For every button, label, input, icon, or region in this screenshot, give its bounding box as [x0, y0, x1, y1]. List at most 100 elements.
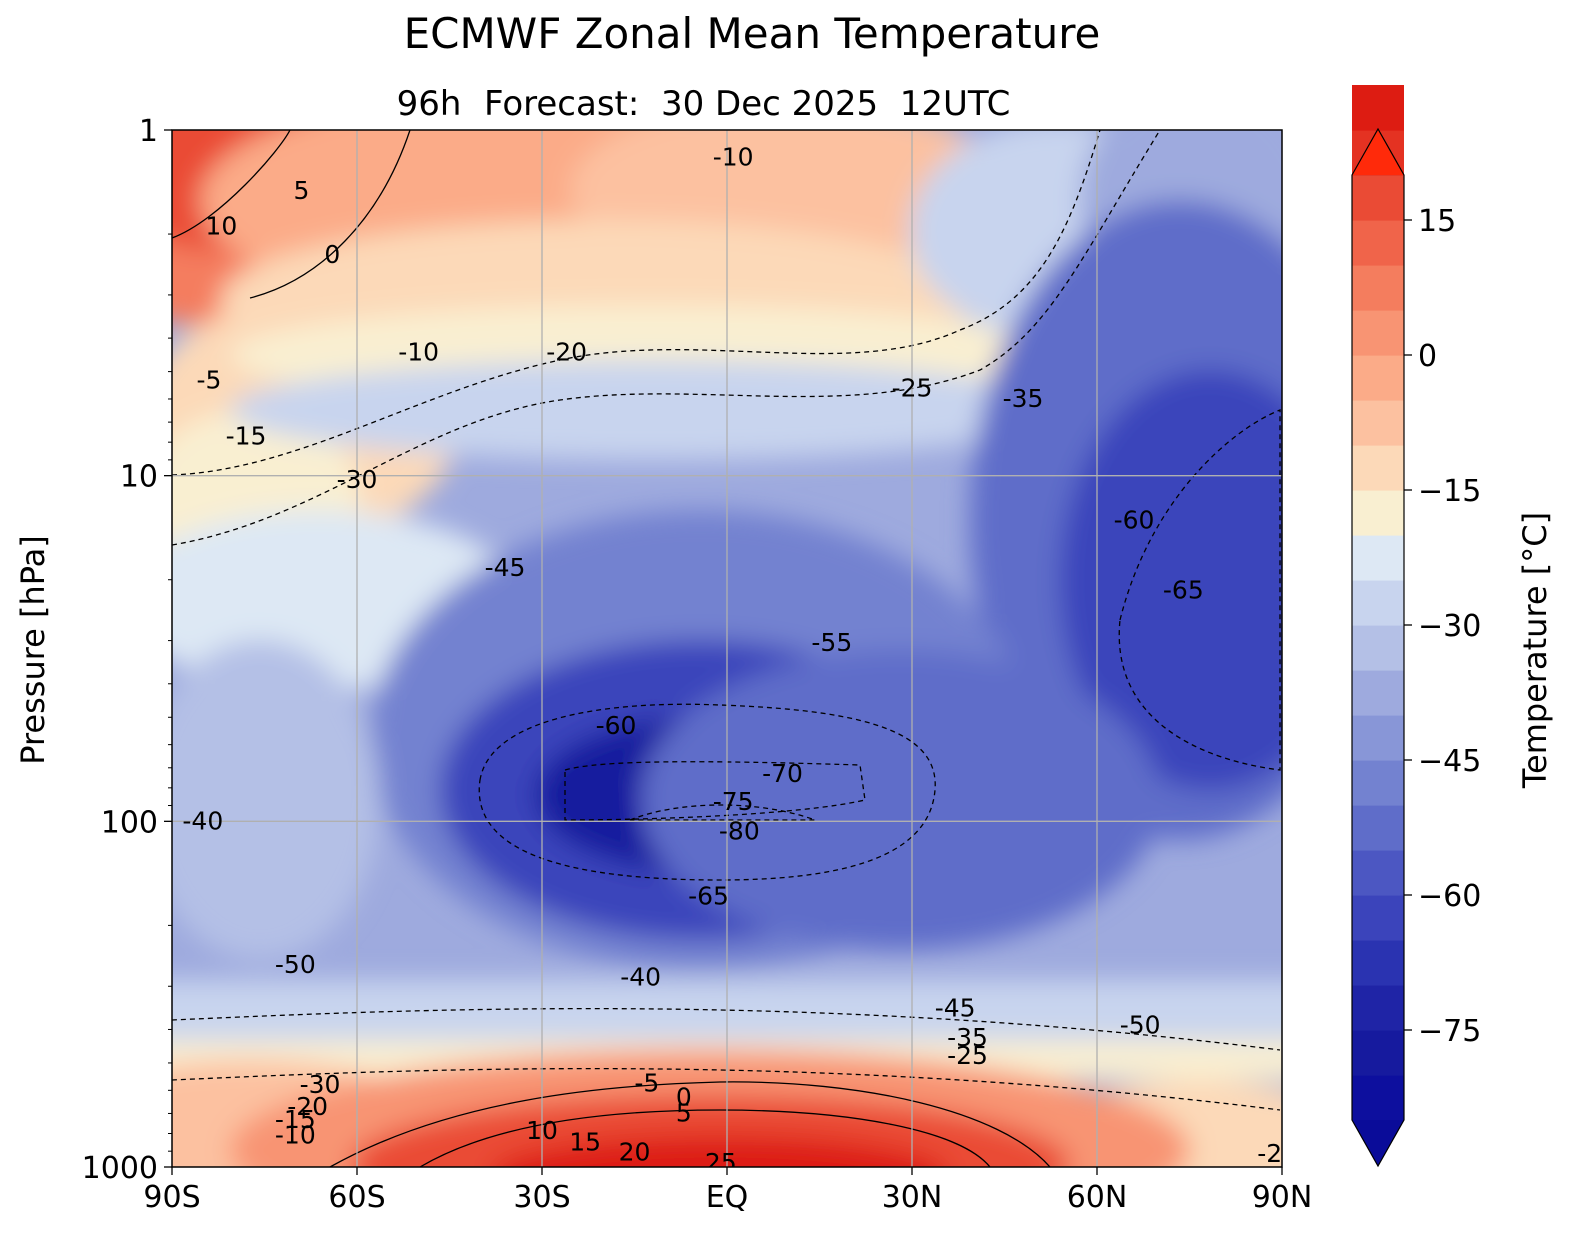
contour-label: -65 [688, 882, 729, 911]
chart-title: ECMWF Zonal Mean Temperature [404, 9, 1101, 58]
contour-line [564, 761, 866, 821]
contour-label: -50 [275, 950, 316, 979]
contour-line [1118, 409, 1281, 771]
colorbar-segment [1352, 580, 1404, 626]
y-tick-label: 1000 [82, 1151, 158, 1186]
chart-subtitle-lead-time: 96h [397, 84, 462, 124]
x-axis: 90S 60S 30S EQ 30N 60N 90N [143, 1167, 1312, 1215]
contour-label: -30 [337, 465, 378, 494]
colorbar-segment [1352, 355, 1404, 401]
y-axis: 1 10 100 1000 [82, 114, 172, 1186]
contour-label: -50 [1120, 1011, 1161, 1040]
contour-label: -30 [300, 1070, 341, 1099]
contour-label: 10 [526, 1116, 558, 1145]
contour-label: -20 [546, 337, 587, 366]
y-tick-label: 1 [139, 114, 158, 149]
x-tick-label: 30N [882, 1180, 943, 1215]
colorbar-tick-label: −15 [1418, 474, 1481, 509]
contour-line [172, 1067, 1281, 1111]
colorbar-tick-label: −30 [1418, 609, 1481, 644]
contour-label: -10 [713, 142, 754, 171]
colorbar-segment [1352, 940, 1404, 986]
colorbar-segment [1352, 535, 1404, 581]
contour-label: -35 [947, 1023, 988, 1052]
chart-subtitle-forecast: Forecast: 30 Dec 2025 12UTC [484, 84, 1010, 124]
contour-label: 25 [705, 1148, 737, 1177]
colorbar-segment [1352, 715, 1404, 761]
colorbar-segment [1352, 175, 1404, 221]
colorbar-segment [1352, 490, 1404, 536]
colorbar-label: Temperature [°C] [1516, 512, 1554, 789]
contour-line [172, 130, 291, 239]
contour-label: -25 [947, 1041, 988, 1070]
contour-label: -5 [634, 1068, 659, 1097]
field-blob [494, 1135, 946, 1167]
contour-label: -60 [1114, 506, 1155, 535]
contour-label: -40 [182, 806, 223, 835]
contour-label: -60 [596, 711, 637, 740]
contour-lines [172, 130, 1281, 1167]
y-tick-label: 10 [120, 460, 158, 495]
contour-label: -2 [1257, 1139, 1282, 1168]
colorbar-tick-label: 15 [1418, 204, 1456, 239]
colorbar-outline [1351, 127, 1405, 1168]
contour-line [172, 1007, 1281, 1051]
x-tick-label: 60S [328, 1180, 385, 1215]
contour-label: -15 [275, 1105, 316, 1134]
contour-label: -80 [719, 816, 760, 845]
contour-label: -10 [398, 337, 439, 366]
y-axis-label: Pressure [hPa] [14, 535, 52, 765]
contour-line [172, 130, 1101, 476]
x-tick-label: 90S [143, 1180, 200, 1215]
contour-line [249, 130, 411, 299]
colorbar-segment [1352, 445, 1404, 491]
colorbar-segment [1352, 985, 1404, 1031]
contour-label: -25 [892, 374, 933, 403]
contour-label: -55 [811, 628, 852, 657]
x-tick-label: 30S [513, 1180, 570, 1215]
colorbar-segment [1352, 310, 1404, 356]
x-tick-label: 90N [1252, 1180, 1313, 1215]
field-blob [640, 650, 1160, 950]
colorbar-tick-label: 0 [1418, 339, 1437, 374]
x-tick-label: EQ [706, 1180, 749, 1215]
contour-label: -65 [1163, 576, 1204, 605]
y-tick-label: 100 [101, 805, 158, 840]
contour-label: -10 [275, 1120, 316, 1149]
contour-label: 5 [294, 176, 310, 205]
contour-line [478, 703, 936, 881]
colorbar-segment [1352, 265, 1404, 311]
contour-label: 0 [324, 240, 340, 269]
x-tick-label: 60N [1067, 1180, 1128, 1215]
field-blob [172, 640, 380, 960]
contour-line [629, 804, 816, 821]
gridlines [172, 130, 1282, 1167]
colorbar: 15 0 −15 −30 −45 −60 −75 [1351, 85, 1481, 1168]
colorbar-segment [1352, 85, 1404, 131]
contour-label: -75 [713, 787, 754, 816]
contour-label: 0 [676, 1083, 692, 1112]
contour-label: -45 [935, 994, 976, 1023]
field-blob [230, 360, 1070, 460]
contour-label: -20 [287, 1092, 328, 1121]
colorbar-segment [1352, 670, 1404, 716]
colorbar-tick-label: −45 [1418, 744, 1481, 779]
contour-label: -35 [1003, 384, 1044, 413]
contour-label: -5 [197, 365, 222, 394]
colorbar-tick-label: −60 [1418, 879, 1481, 914]
contour-label: -70 [762, 759, 803, 788]
colorbar-segment [1352, 625, 1404, 671]
colorbar-segment [1352, 1075, 1404, 1121]
colorbar-segment [1352, 1030, 1404, 1076]
colorbar-tick-label: −75 [1418, 1014, 1481, 1049]
contour-label: -15 [226, 421, 267, 450]
contour-line [419, 1109, 991, 1167]
contour-label: 20 [619, 1137, 651, 1166]
colorbar-extend-high [1352, 129, 1404, 175]
contour-label: 10 [205, 211, 237, 240]
contour-line [329, 1081, 1051, 1167]
contour-label: 15 [569, 1128, 601, 1157]
